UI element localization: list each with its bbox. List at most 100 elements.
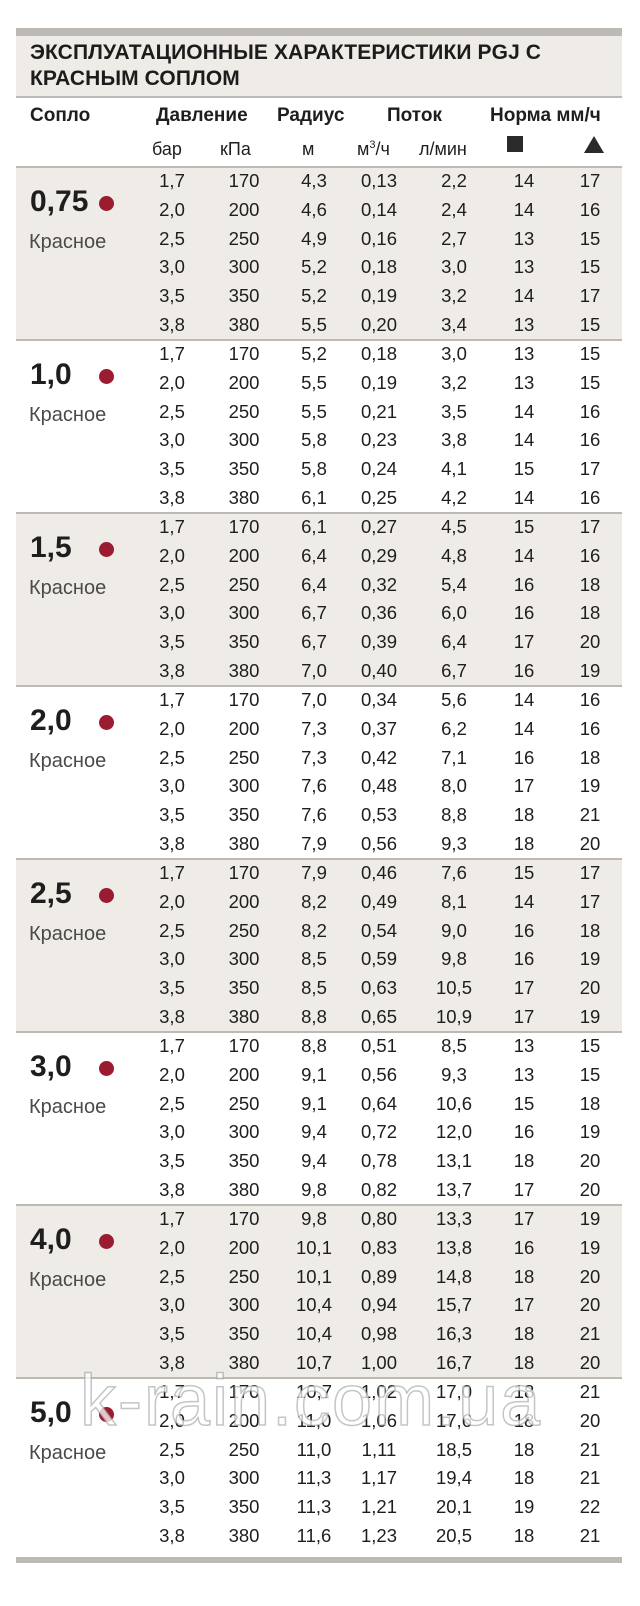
nozzle-color-label: Красное	[29, 1442, 107, 1464]
cell-kpa: 380	[228, 1179, 260, 1200]
cell-rate-triangle: 19	[579, 1006, 601, 1027]
cell-kpa: 350	[228, 977, 260, 999]
cell-radius: 4,9	[301, 227, 327, 249]
cell-kpa: 250	[228, 1092, 260, 1114]
nozzle-group: 1,0 Красное 1,7 170 5,2 0,18 3,0 13 15 2,0 200 5,5 0…	[16, 339, 622, 512]
cell-flow-lmin: 10,6	[435, 1092, 472, 1114]
cell-flow-lmin: 3,5	[441, 400, 467, 422]
table-row: 2,0 200 8,2 0,49 8,1 14 17	[16, 887, 622, 916]
cell-rate-square: 18	[513, 1323, 535, 1345]
cell-flow-lmin: 3,0	[441, 256, 467, 278]
cell-radius: 5,2	[301, 256, 327, 278]
cell-radius: 7,0	[301, 689, 327, 710]
cell-flow-m3h: 0,72	[360, 1121, 397, 1143]
cell-bar: 3,0	[159, 1121, 185, 1143]
cell-radius: 5,5	[301, 371, 327, 393]
cell-rate-triangle: 17	[579, 516, 601, 537]
group-separator	[16, 685, 622, 687]
watermark: k-rain.com.ua	[79, 1360, 543, 1442]
table-row: 2,0 200 9,1 0,56 9,3 13 15	[16, 1060, 622, 1089]
cell-rate-square: 18	[513, 1525, 535, 1546]
cell-flow-lmin: 17,6	[435, 1409, 472, 1431]
cell-bar: 2,0	[159, 371, 185, 393]
table-row: 2,5 250 7,3 0,42 7,1 16 18	[16, 743, 622, 772]
cell-flow-lmin: 13,8	[435, 1236, 472, 1258]
cell-rate-triangle: 20	[579, 833, 601, 854]
subheader-kpa: кПа	[220, 139, 251, 159]
cell-bar: 3,0	[159, 1294, 185, 1316]
cell-kpa: 350	[228, 631, 260, 653]
table-row: 3,8 380 7,9 0,56 9,3 18 20	[16, 829, 622, 858]
cell-flow-m3h: 0,19	[360, 285, 397, 307]
cell-flow-lmin: 3,2	[441, 371, 467, 393]
cell-radius: 10,4	[295, 1323, 332, 1345]
cell-bar: 3,8	[159, 1525, 185, 1546]
red-dot-icon	[99, 1061, 114, 1076]
cell-rate-square: 18	[513, 1438, 535, 1460]
cell-bar: 3,5	[159, 1150, 185, 1172]
table-row: 3,5 350 7,6 0,53 8,8 18 21	[16, 800, 622, 829]
cell-rate-square: 14	[513, 198, 535, 220]
nozzle-size: 0,75	[30, 185, 89, 218]
cell-rate-triangle: 16	[579, 487, 601, 508]
table-row: 1,7 170 7,0 0,34 5,6 14 16	[16, 685, 622, 714]
cell-flow-lmin: 9,0	[441, 919, 467, 941]
nozzle-group: 1,5 Красное 1,7 170 6,1 0,27 4,5 15 17 2,0 200 6,4 0…	[16, 512, 622, 685]
cell-flow-m3h: 0,83	[360, 1236, 397, 1258]
cell-bar: 2,5	[159, 746, 185, 768]
cell-kpa: 170	[228, 1381, 260, 1402]
red-dot-icon	[99, 888, 114, 903]
table-row: 2,0 200 11,0 1,06 17,6 18 20	[16, 1406, 622, 1435]
bottom-rule	[16, 1557, 622, 1563]
cell-rate-triangle: 19	[579, 948, 601, 970]
cell-radius: 11,3	[296, 1496, 332, 1518]
cell-rate-square: 17	[513, 1179, 535, 1200]
cell-radius: 8,2	[301, 919, 327, 941]
nozzle-size: 1,5	[30, 531, 72, 564]
title-background	[16, 36, 622, 96]
cell-rate-triangle: 21	[579, 1381, 601, 1402]
cell-flow-m3h: 0,18	[360, 256, 397, 278]
cell-radius: 7,9	[301, 833, 327, 854]
cell-radius: 7,3	[301, 717, 327, 739]
table-row: 3,8 380 11,6 1,23 20,5 18 21	[16, 1521, 622, 1550]
table-row: 2,0 200 6,4 0,29 4,8 14 16	[16, 541, 622, 570]
nozzle-group: 3,0 Красное 1,7 170 8,8 0,51 8,5 13 15 2,0 200 9,1 0…	[16, 1031, 622, 1204]
table-row: 2,5 250 6,4 0,32 5,4 16 18	[16, 570, 622, 599]
cell-bar: 3,5	[159, 631, 185, 653]
cell-kpa: 250	[228, 746, 260, 768]
cell-flow-m3h: 0,63	[360, 977, 397, 999]
cell-bar: 3,0	[159, 1467, 185, 1489]
cell-kpa: 350	[228, 1150, 260, 1172]
cell-rate-square: 13	[513, 343, 535, 364]
cell-rate-triangle: 20	[579, 631, 601, 653]
cell-kpa: 380	[228, 487, 260, 508]
cell-bar: 2,5	[159, 1092, 185, 1114]
cell-flow-m3h: 0,25	[360, 487, 397, 508]
cell-radius: 11,6	[296, 1525, 332, 1546]
cell-kpa: 200	[228, 371, 260, 393]
cell-rate-square: 16	[513, 602, 535, 624]
table-row: 2,5 250 8,2 0,54 9,0 16 18	[16, 916, 622, 945]
cell-rate-square: 13	[513, 1035, 535, 1056]
cell-rate-triangle: 17	[579, 458, 601, 480]
cell-flow-m3h: 0,24	[360, 458, 397, 480]
cell-flow-lmin: 13,3	[435, 1208, 472, 1229]
cell-kpa: 300	[228, 256, 260, 278]
table-row: 3,8 380 9,8 0,82 13,7 17 20	[16, 1175, 622, 1204]
cell-flow-m3h: 0,49	[360, 890, 397, 912]
cell-flow-lmin: 3,4	[441, 314, 467, 335]
cell-radius: 9,1	[301, 1063, 327, 1085]
cell-radius: 6,1	[301, 487, 327, 508]
cell-flow-m3h: 0,56	[360, 1063, 397, 1085]
cell-rate-square: 19	[513, 1496, 535, 1518]
cell-kpa: 300	[228, 1121, 260, 1143]
cell-rate-square: 18	[513, 1150, 535, 1172]
cell-kpa: 380	[228, 1525, 260, 1546]
nozzle-color-label: Красное	[29, 1096, 107, 1118]
cell-rate-triangle: 20	[579, 1294, 601, 1316]
cell-kpa: 170	[228, 1035, 260, 1056]
cell-rate-square: 14	[513, 400, 535, 422]
cell-rate-triangle: 15	[579, 371, 601, 393]
cell-rate-square: 15	[513, 1092, 535, 1114]
